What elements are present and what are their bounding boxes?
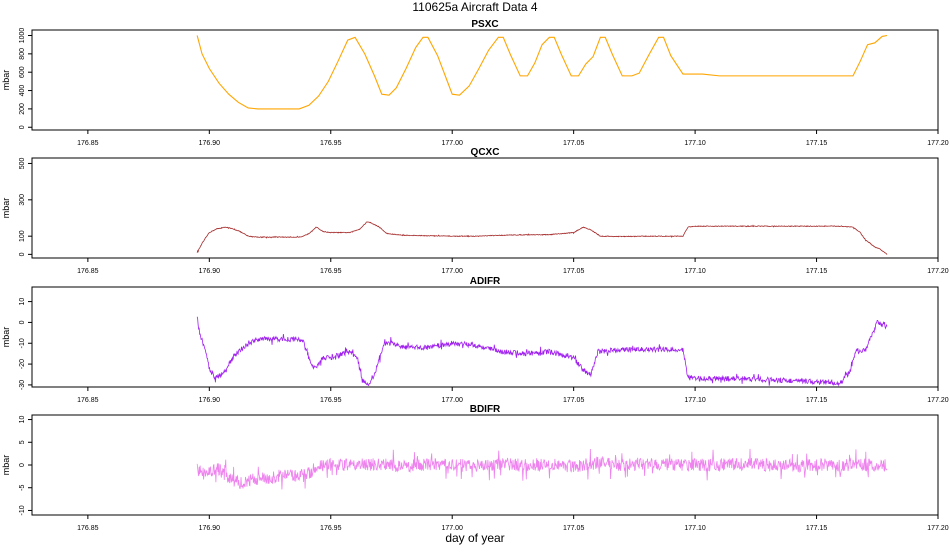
x-tick-label: 177.05 [563,268,585,275]
x-tick-label: 177.15 [806,140,828,147]
y-tick-label: -30 [19,380,26,390]
x-tick-label: 177.10 [684,525,706,532]
y-tick-label: 1000 [19,28,26,44]
y-tick-label: 0 [19,252,26,256]
series-line-qcxc [196,221,888,255]
x-tick-label: 177.15 [806,525,828,532]
y-tick-label: -5 [19,485,26,491]
series-line-bdifr [196,448,888,490]
y-tick-label: 500 [19,158,26,170]
x-axis-label: day of year [445,531,505,545]
x-tick-label: 176.85 [77,140,99,147]
series-line-adifr [196,316,888,387]
plot-frame [31,286,939,388]
x-tick-label: 177.15 [806,268,828,275]
x-tick-label: 176.85 [77,525,99,532]
x-tick-label: 177.00 [441,397,463,404]
y-tick-label: 0 [19,320,26,324]
y-tick-label: 5 [19,440,26,444]
y-tick-label: 100 [19,230,26,242]
y-tick-label: 800 [19,48,26,60]
x-tick-label: 176.90 [199,397,221,404]
panel-title: QCXC [471,147,500,158]
y-tick-label: 400 [19,85,26,97]
y-tick-label: 10 [19,416,26,424]
x-tick-label: 177.05 [563,525,585,532]
panel-psxc: PSXC mbar 0 200 400 600 800 1000 176.85 176.90 176… [1,19,949,147]
x-tick-label: 177.00 [441,525,463,532]
x-tick-label: 177.00 [441,140,463,147]
x-tick-label: 176.90 [199,268,221,275]
series-line-psxc [196,34,888,110]
x-tick-label: 176.90 [199,140,221,147]
plot-frame [31,29,939,131]
x-tick-label: 176.95 [320,140,342,147]
figure-title: 110625a Aircraft Data 4 [412,0,538,14]
panel-title: PSXC [471,19,498,30]
x-tick-label: 177.05 [563,140,585,147]
x-tick-label: 177.10 [684,140,706,147]
y-axis-label: mbar [1,70,11,91]
x-tick-label: 176.90 [199,525,221,532]
y-tick-label: 0 [19,463,26,467]
x-tick-label: 177.20 [927,268,949,275]
y-axis-label: mbar [1,455,11,476]
y-axis-label: mbar [1,327,11,348]
x-tick-label: 176.95 [320,397,342,404]
panel-title: ADIFR [470,276,501,287]
y-tick-label: 600 [19,66,26,78]
y-tick-label: 10 [19,298,26,306]
panel-qcxc: QCXC mbar 0 100 300 500 176.85 176.90 176.95 177.… [1,147,949,275]
y-tick-label: 200 [19,103,26,115]
x-tick-label: 176.95 [320,525,342,532]
x-tick-label: 177.15 [806,397,828,404]
y-tick-label: 0 [19,125,26,129]
y-tick-label: -20 [19,359,26,369]
y-axis-label: mbar [1,198,11,219]
panel-title: BDIFR [470,404,501,415]
x-tick-label: 177.10 [684,397,706,404]
x-tick-label: 176.85 [77,397,99,404]
x-tick-label: 177.00 [441,268,463,275]
y-tick-label: -10 [19,338,26,348]
plot-frame [31,157,939,259]
panel-adifr: ADIFR mbar -30 -20 -10 0 10 176.85 176.90 176.95 1… [1,276,949,404]
panel-bdifr: BDIFR mbar -10 -5 0 5 10 176.85 176.90 176.95 177.… [1,404,949,532]
x-tick-label: 176.85 [77,268,99,275]
x-tick-label: 177.20 [927,397,949,404]
x-tick-label: 177.10 [684,268,706,275]
x-tick-label: 177.20 [927,140,949,147]
x-tick-label: 176.95 [320,268,342,275]
x-tick-label: 177.20 [927,525,949,532]
y-tick-label: -10 [19,505,26,515]
x-tick-label: 177.05 [563,397,585,404]
y-tick-label: 300 [19,194,26,206]
